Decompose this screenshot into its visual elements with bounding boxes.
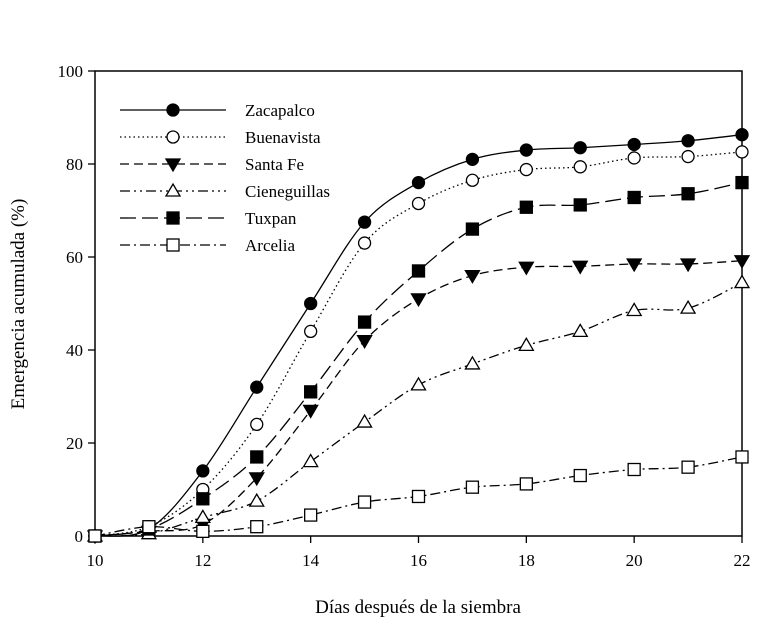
legend-label-arcelia: Arcelia bbox=[245, 236, 295, 255]
data-point-tuxpan bbox=[519, 200, 533, 214]
x-tick-label: 20 bbox=[626, 551, 643, 570]
legend-marker-cieneguillas bbox=[164, 182, 182, 197]
data-point-zacapalco bbox=[681, 134, 695, 148]
data-point-arcelia bbox=[411, 489, 426, 504]
data-point-arcelia bbox=[735, 450, 749, 464]
data-point-cieneguillas bbox=[572, 323, 589, 338]
data-point-santa-fe bbox=[679, 258, 697, 273]
x-tick-label: 16 bbox=[410, 551, 427, 570]
data-point-tuxpan bbox=[304, 385, 318, 399]
series-line-zacapalco bbox=[94, 134, 743, 537]
data-point-santa-fe bbox=[626, 258, 643, 273]
data-point-cieneguillas bbox=[194, 509, 211, 524]
y-axis-label: Emergencia acumulada (%) bbox=[8, 199, 29, 410]
y-tick-label: 40 bbox=[66, 341, 83, 360]
data-point-cieneguillas bbox=[248, 492, 265, 507]
data-point-zacapalco bbox=[250, 380, 264, 394]
y-tick-label: 80 bbox=[66, 155, 83, 174]
data-point-tuxpan bbox=[681, 187, 695, 201]
data-point-zacapalco bbox=[357, 215, 372, 229]
data-point-santa-fe bbox=[356, 335, 373, 349]
data-point-zacapalco bbox=[573, 141, 587, 155]
x-tick-label: 22 bbox=[734, 551, 751, 570]
legend-marker-santa-fe bbox=[164, 158, 182, 173]
data-point-buenavista bbox=[357, 236, 372, 250]
y-tick-label: 20 bbox=[66, 434, 83, 453]
data-point-buenavista bbox=[627, 151, 641, 165]
data-point-arcelia bbox=[142, 520, 156, 534]
legend-marker-buenavista bbox=[166, 130, 180, 144]
data-point-cieneguillas bbox=[356, 413, 373, 428]
data-point-arcelia bbox=[304, 508, 318, 522]
data-point-tuxpan bbox=[573, 198, 587, 212]
data-point-cieneguillas bbox=[733, 274, 751, 289]
data-point-arcelia bbox=[250, 520, 264, 534]
y-tick-label: 100 bbox=[58, 62, 84, 81]
data-point-santa-fe bbox=[464, 269, 481, 284]
data-point-zacapalco bbox=[627, 137, 641, 152]
data-point-buenavista bbox=[573, 160, 587, 174]
y-tick-label: 60 bbox=[66, 248, 83, 267]
data-point-tuxpan bbox=[735, 175, 749, 190]
data-point-arcelia bbox=[196, 524, 210, 538]
data-point-cieneguillas bbox=[410, 376, 427, 391]
y-tick-label: 0 bbox=[75, 527, 84, 546]
x-tick-label: 18 bbox=[518, 551, 535, 570]
legend-marker-tuxpan bbox=[166, 211, 180, 225]
data-point-cieneguillas bbox=[464, 355, 481, 370]
x-tick-label: 12 bbox=[194, 551, 211, 570]
data-point-zacapalco bbox=[735, 128, 749, 142]
data-point-zacapalco bbox=[465, 152, 480, 167]
data-point-tuxpan bbox=[357, 315, 372, 329]
data-point-cieneguillas bbox=[518, 337, 535, 352]
data-point-arcelia bbox=[519, 477, 533, 491]
legend-label-santa-fe: Santa Fe bbox=[245, 155, 304, 174]
data-point-tuxpan bbox=[627, 190, 641, 205]
data-point-santa-fe bbox=[302, 404, 319, 419]
x-tick-label: 10 bbox=[87, 551, 104, 570]
data-point-cieneguillas bbox=[626, 302, 643, 317]
data-point-arcelia bbox=[88, 529, 102, 543]
legend-marker-zacapalco bbox=[166, 103, 180, 117]
legend-label-buenavista: Buenavista bbox=[245, 128, 321, 147]
data-point-zacapalco bbox=[304, 296, 318, 311]
data-point-arcelia bbox=[465, 480, 480, 494]
data-point-buenavista bbox=[411, 196, 426, 211]
legend-marker-arcelia bbox=[166, 238, 180, 252]
data-point-tuxpan bbox=[250, 450, 264, 464]
data-point-arcelia bbox=[573, 468, 587, 483]
data-point-arcelia bbox=[681, 460, 695, 474]
x-tick-label: 14 bbox=[302, 551, 320, 570]
data-point-cieneguillas bbox=[679, 299, 697, 314]
data-point-arcelia bbox=[627, 462, 641, 477]
data-point-buenavista bbox=[250, 417, 264, 432]
data-point-arcelia bbox=[357, 495, 372, 509]
legend-label-zacapalco: Zacapalco bbox=[245, 101, 315, 120]
data-point-santa-fe bbox=[518, 261, 535, 276]
data-point-buenavista bbox=[465, 173, 480, 187]
data-point-santa-fe bbox=[733, 255, 751, 270]
data-point-tuxpan bbox=[196, 492, 210, 506]
data-point-zacapalco bbox=[196, 464, 210, 478]
data-point-tuxpan bbox=[465, 222, 480, 236]
data-point-tuxpan bbox=[411, 264, 426, 278]
data-point-buenavista bbox=[735, 145, 749, 159]
legend-label-cieneguillas: Cieneguillas bbox=[245, 182, 330, 201]
data-point-santa-fe bbox=[410, 293, 427, 308]
series-line-tuxpan bbox=[94, 181, 743, 537]
data-point-santa-fe bbox=[572, 260, 589, 275]
legend-label-tuxpan: Tuxpan bbox=[245, 209, 297, 228]
data-point-buenavista bbox=[519, 162, 533, 177]
data-point-zacapalco bbox=[411, 175, 426, 190]
data-point-zacapalco bbox=[519, 143, 533, 157]
data-point-santa-fe bbox=[248, 472, 265, 487]
plot-area: 10 12 14 16 18 20 22 0 20 40 60 80 100 Zacapalco Buena… bbox=[58, 62, 751, 570]
data-point-buenavista bbox=[304, 324, 318, 339]
x-axis-label: Días después de la siembra bbox=[315, 597, 521, 618]
data-point-buenavista bbox=[681, 149, 695, 164]
data-point-cieneguillas bbox=[302, 453, 319, 468]
